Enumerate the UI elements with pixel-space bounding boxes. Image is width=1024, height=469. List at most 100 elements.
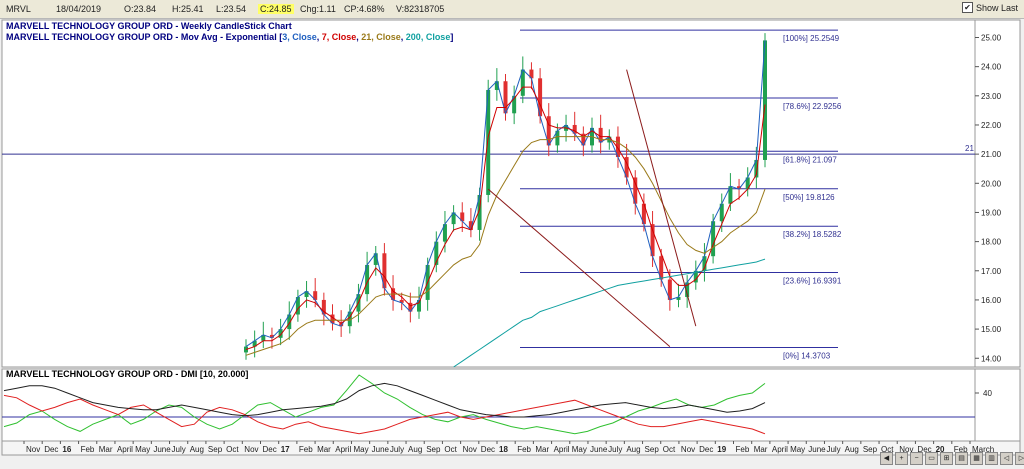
- y-tick-label: 23.00: [981, 92, 1002, 101]
- price-panel: [1, 19, 1021, 442]
- x-tick-label: Dec: [699, 445, 713, 454]
- candle-body: [382, 253, 387, 289]
- symbol-label: MRVL: [6, 4, 31, 14]
- candle-body: [442, 224, 447, 242]
- candle-body: [676, 297, 681, 300]
- x-tick-label: May: [572, 445, 587, 454]
- x-tick-label: Oct: [226, 445, 239, 454]
- candle-body: [546, 116, 551, 146]
- candle-body: [295, 297, 300, 315]
- candle-body: [711, 221, 716, 257]
- header-bar: MRVL 18/04/2019 O:23.84 H:25.41 L:23.54 …: [0, 0, 1024, 19]
- x-tick-label: Aug: [190, 445, 204, 454]
- candle-body: [529, 69, 534, 79]
- x-tick-label: June: [372, 445, 390, 454]
- y-tick-label: 14.00: [981, 354, 1002, 363]
- ema-series-line: [245, 136, 766, 356]
- y-tick-label: 19.00: [981, 208, 1002, 217]
- candle-body: [339, 323, 344, 327]
- options-button[interactable]: ▤: [955, 452, 968, 465]
- x-tick-label: Dec: [481, 445, 495, 454]
- x-tick-label: Dec: [263, 445, 277, 454]
- x-tick-label: Mar: [535, 445, 549, 454]
- dmi-title: MARVELL TECHNOLOGY GROUP ORD - DMI [10, …: [6, 369, 249, 379]
- trendline: [487, 188, 671, 347]
- subtitle-part: MARVELL TECHNOLOGY GROUP ORD - Mov Avg -…: [6, 32, 283, 42]
- scroll-start-button[interactable]: ◀: [880, 452, 893, 465]
- x-tick-label: April: [335, 445, 351, 454]
- candle-body: [408, 302, 413, 312]
- ema-series-line: [245, 40, 766, 348]
- candle-body: [244, 346, 248, 353]
- x-tick-label: 19: [717, 445, 726, 454]
- candle-body: [330, 314, 335, 324]
- candle-body: [667, 279, 672, 300]
- candle-body: [512, 95, 517, 114]
- x-tick-label: Nov: [463, 445, 477, 454]
- subtitle-part: 200, Close: [405, 32, 451, 42]
- fit-button[interactable]: ▭: [925, 452, 938, 465]
- x-tick-label: Sep: [208, 445, 223, 454]
- scroll-right-button[interactable]: ▷: [1015, 452, 1024, 465]
- dmi-series-line: [3, 382, 766, 418]
- x-tick-label: Feb: [517, 445, 531, 454]
- y-tick-label: 25.00: [981, 33, 1002, 42]
- candle-body: [650, 224, 655, 257]
- candle-body: [702, 256, 707, 271]
- x-tick-label: April: [554, 445, 570, 454]
- zoom-all-button[interactable]: ⊞: [940, 452, 953, 465]
- x-tick-label: Mar: [317, 445, 331, 454]
- x-tick-label: Feb: [736, 445, 750, 454]
- volume-value: V:82318705: [396, 4, 445, 14]
- x-tick-label: Feb: [299, 445, 313, 454]
- candle-body: [572, 124, 577, 134]
- candle-body: [468, 221, 473, 230]
- close-value: C:24.85: [258, 4, 294, 14]
- layout-button[interactable]: ▥: [985, 452, 998, 465]
- x-tick-label: Nov: [244, 445, 258, 454]
- x-tick-label: July: [608, 445, 622, 454]
- zoom-in-button[interactable]: +: [895, 452, 908, 465]
- x-tick-label: Mar: [99, 445, 113, 454]
- checkbox-icon[interactable]: ✔: [961, 2, 973, 13]
- fib-level-label: [61.8%] 21.097: [783, 155, 837, 164]
- candle-body: [615, 136, 620, 158]
- dmi-plot-bg: [1, 368, 976, 442]
- fib-level-label: [38.2%] 18.5282: [783, 230, 842, 239]
- dmi-series-line: [3, 374, 766, 435]
- x-tick-label: Aug: [845, 445, 859, 454]
- x-tick-label: Aug: [626, 445, 640, 454]
- dmi-panel: 40: [2, 374, 992, 435]
- candle-body: [503, 81, 508, 114]
- grid-button[interactable]: ▦: [970, 452, 983, 465]
- x-tick-label: June: [590, 445, 608, 454]
- low-value: L:23.54: [216, 4, 247, 14]
- subtitle-part: 21, Close: [361, 32, 401, 42]
- x-tick-label: Dec: [917, 445, 931, 454]
- x-tick-label: July: [390, 445, 404, 454]
- fib-level-label: [23.6%] 16.9391: [783, 277, 842, 286]
- show-last-toggle[interactable]: ✔ Show Last: [961, 2, 1018, 13]
- zoom-out-button[interactable]: −: [910, 452, 923, 465]
- change-value: Chg:1.11: [300, 4, 336, 14]
- x-axis: Nov Dec 16 Feb Mar April May June July Aug Sep Oct N…: [1, 440, 1021, 456]
- x-tick-label: Feb: [954, 445, 968, 454]
- x-tick-label: June: [808, 445, 826, 454]
- subtitle-part: ,: [356, 32, 362, 42]
- candle-body: [754, 159, 759, 178]
- x-tick-label: April: [772, 445, 788, 454]
- chart-subtitle: MARVELL TECHNOLOGY GROUP ORD - Mov Avg -…: [6, 32, 453, 42]
- horizontal-line-label: 21: [965, 144, 974, 153]
- candle-body: [486, 89, 491, 195]
- subtitle-part: 7, Close: [321, 32, 357, 42]
- candle-body: [417, 299, 421, 312]
- high-value: H:25.41: [172, 4, 204, 14]
- ema-series-line: [245, 86, 766, 350]
- date-label: 18/04/2019: [56, 4, 102, 14]
- nav-buttons: ◀ + − ▭ ⊞ ▤ ▦ ▥ ◁ ▷: [880, 452, 1024, 465]
- x-tick-label: Aug: [408, 445, 422, 454]
- x-tick-label: July: [172, 445, 186, 454]
- y-tick-label: 20.00: [981, 179, 1002, 188]
- x-tick-label: Sep: [645, 445, 660, 454]
- scroll-left-button[interactable]: ◁: [1000, 452, 1013, 465]
